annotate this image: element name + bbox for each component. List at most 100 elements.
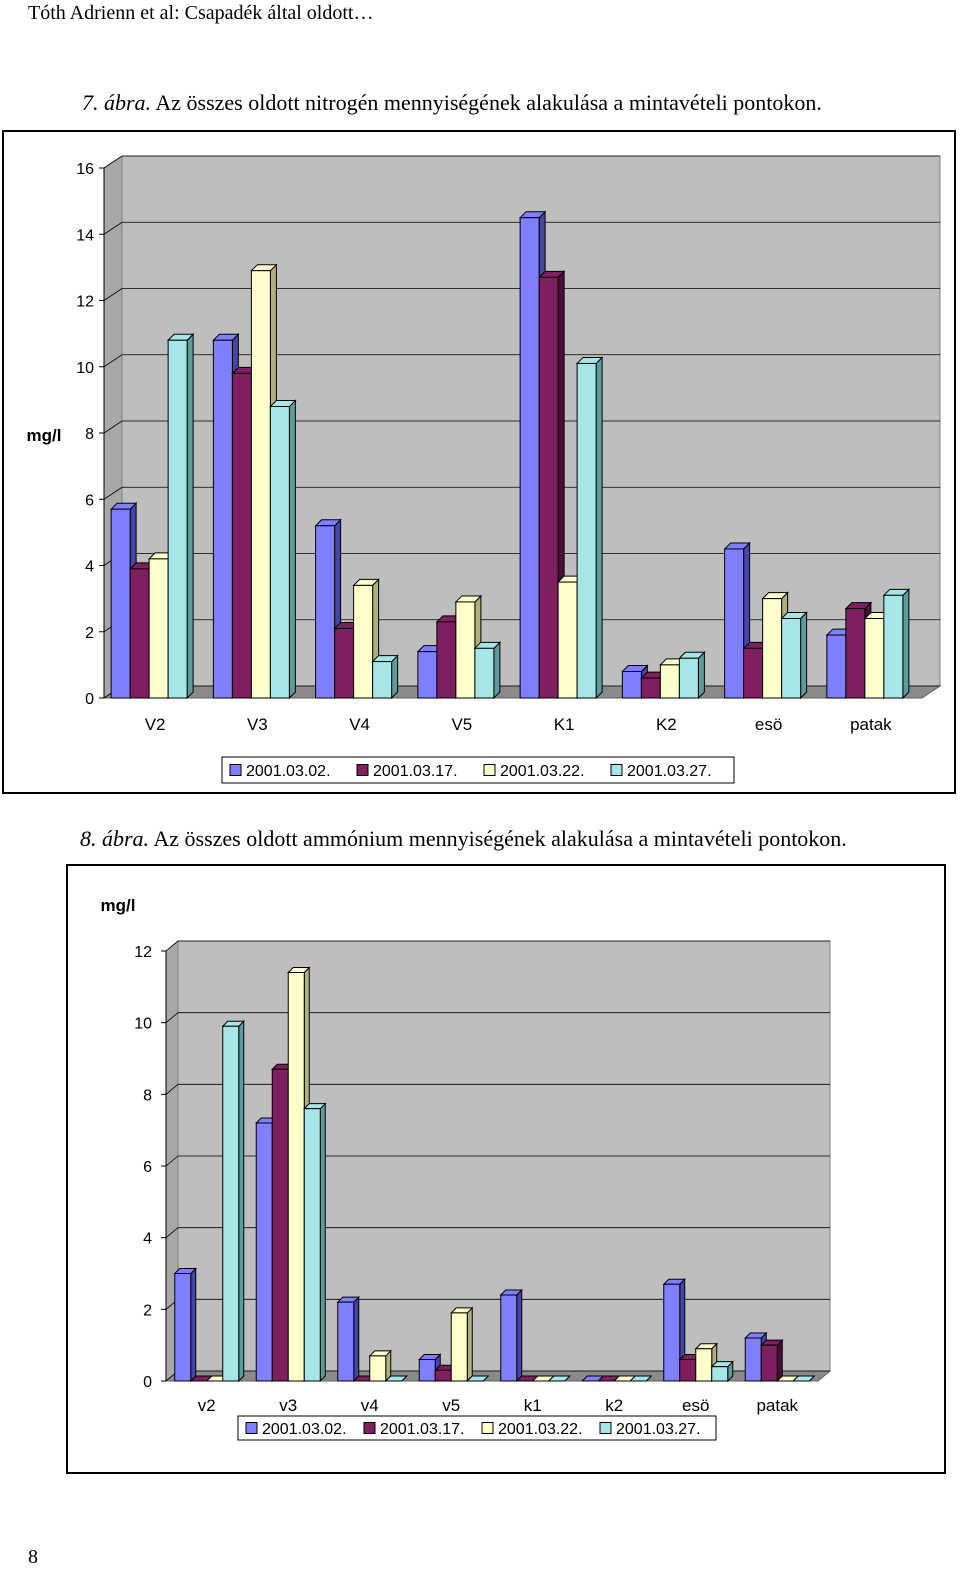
bar-front [762, 598, 783, 699]
bar-front [315, 525, 336, 699]
y-tick-label: 2 [143, 1302, 152, 1319]
gridline [103, 221, 940, 235]
bar-front [500, 1294, 518, 1382]
bar-v2-2001.03.27. [221, 1020, 245, 1383]
y-tick-label: 12 [134, 944, 152, 961]
bar-front [110, 508, 131, 699]
figure-8-chart: 0 2 4 6 8 10 12 mg/l v2 v3 v4 v5 k1 k2 esö patak 2001.03… [101, 896, 832, 1441]
bar-V5-2001.03.27. [473, 641, 502, 700]
bar-front [372, 661, 393, 699]
bar-front [474, 647, 495, 699]
bar-side [288, 399, 296, 700]
bar-esö-2001.03.02. [723, 541, 751, 700]
bar-k1-2001.03.27. [547, 1375, 571, 1382]
y-tick-label: 0 [85, 691, 94, 708]
bar-side [902, 588, 910, 700]
bar-v4-2001.03.02. [336, 1295, 360, 1383]
category-label: k1 [524, 1396, 542, 1415]
bar-front [760, 1344, 778, 1382]
bar-patak-2001.03.17. [760, 1338, 784, 1383]
bar-front [743, 647, 764, 699]
gridline [165, 940, 830, 952]
figure-7-caption: 7. ábra. Az összes oldott nitrogén menny… [82, 90, 822, 116]
bar-front [418, 1359, 436, 1382]
bar-front [538, 276, 559, 699]
bar-front [167, 339, 188, 699]
category-label: patak [850, 715, 892, 734]
figure-8-caption: 8. ábra. Az összes oldott ammónium menny… [80, 826, 847, 852]
y-tick-label: 12 [76, 294, 94, 311]
bar-v5-2001.03.22. [450, 1306, 474, 1383]
bar-side [353, 1295, 360, 1383]
y-tick-label: 6 [143, 1159, 152, 1176]
bar-V2-2001.03.27. [166, 333, 195, 700]
category-label: v2 [198, 1396, 216, 1415]
bar-side [516, 1288, 523, 1383]
bar-esö-2001.03.27. [780, 611, 808, 700]
bar-K2-2001.03.27. [678, 651, 706, 700]
legend-label: 2001.03.27. [627, 763, 712, 780]
category-label: V3 [247, 715, 268, 734]
legend-label: 2001.03.22. [500, 763, 585, 780]
bar-front [519, 217, 540, 699]
bar-front [576, 362, 597, 699]
page-number: 8 [28, 1546, 38, 1568]
category-label: k2 [605, 1396, 623, 1415]
gridline [165, 1012, 830, 1023]
bar-front [845, 608, 866, 699]
bar-front [455, 601, 476, 699]
y-tick-label: 4 [85, 559, 94, 576]
bar-side [238, 1020, 245, 1383]
bar-side [493, 641, 501, 700]
bar-v2-2001.03.02. [173, 1267, 197, 1383]
category-label: esö [755, 715, 782, 734]
category-label: patak [756, 1396, 798, 1415]
legend-swatch [356, 764, 369, 776]
bar-front [417, 651, 438, 699]
legend-box [221, 756, 735, 784]
bar-front [557, 581, 578, 699]
legend-label: 2001.03.17. [373, 763, 458, 780]
bar-v5-2001.03.27. [466, 1375, 490, 1382]
y-tick-label: 8 [85, 426, 94, 443]
figure-7-text: Az összes oldott nitrogén mennyiségének … [151, 90, 822, 115]
bar-front [640, 677, 661, 699]
bar-k2-2001.03.27. [629, 1375, 653, 1382]
bar-side [697, 651, 705, 700]
category-label: K1 [554, 715, 575, 734]
bar-front [781, 618, 802, 699]
y-tick-label: 8 [143, 1087, 152, 1104]
bar-k1-2001.03.02. [499, 1288, 523, 1383]
figure-8-label: 8. ábra. [80, 826, 150, 851]
bar-top [384, 1375, 408, 1382]
bar-front [744, 1337, 762, 1382]
bar-front [678, 657, 699, 699]
bar-V3-2001.03.27. [269, 399, 297, 700]
bar-esö-2001.03.27. [710, 1360, 734, 1383]
bar-top [547, 1375, 571, 1382]
bar-front [434, 1369, 452, 1382]
bar-side [391, 654, 399, 700]
bar-front [337, 1301, 355, 1382]
bar-front [864, 618, 885, 699]
bar-top [629, 1375, 653, 1382]
bar-K1-2001.03.27. [575, 356, 604, 700]
bar-front [369, 1355, 387, 1382]
y-tick-label: 2 [85, 625, 94, 642]
bar-front [711, 1366, 729, 1382]
bar-front [271, 1068, 289, 1382]
category-label: K2 [656, 715, 677, 734]
bar-esö-2001.03.02. [662, 1278, 686, 1383]
bar-front [659, 664, 680, 699]
bar-front [222, 1025, 240, 1382]
gridline [103, 420, 940, 434]
figure-8-text: Az összes oldott ammónium mennyiségének … [149, 826, 847, 851]
bar-patak-2001.03.27. [882, 588, 911, 700]
category-label: V4 [349, 715, 370, 734]
bar-front [174, 1273, 192, 1382]
bar-front [231, 372, 252, 699]
bar-side [776, 1338, 783, 1383]
bar-front [883, 594, 904, 699]
legend-swatch [229, 764, 242, 776]
gridline [103, 486, 940, 500]
